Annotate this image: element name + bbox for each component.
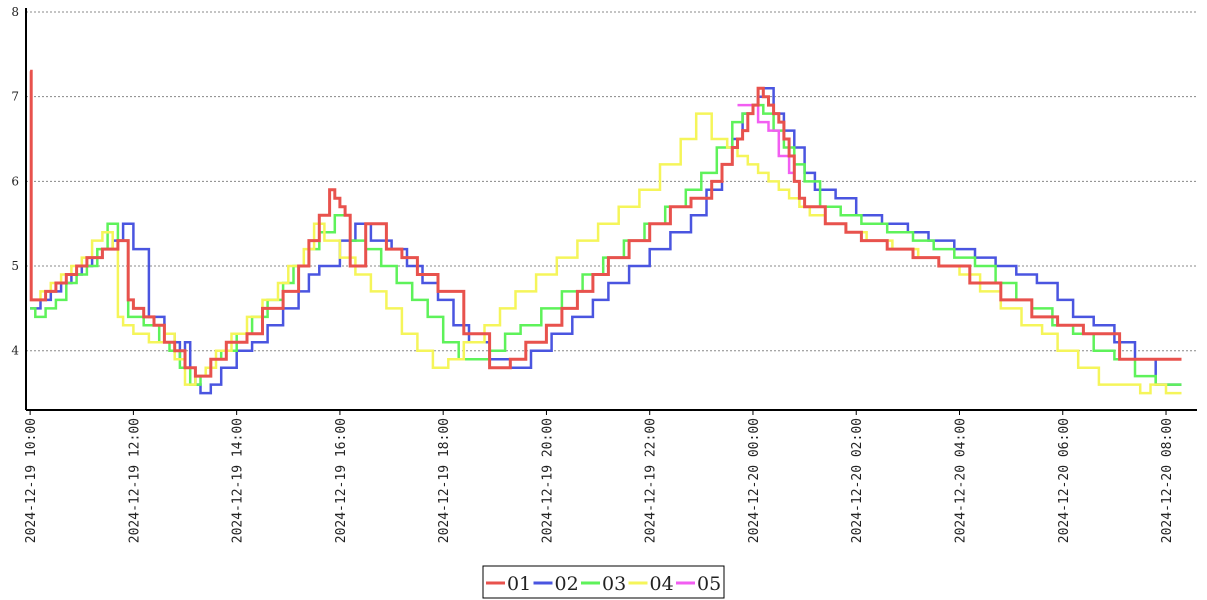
series-line-05	[737, 103, 796, 182]
x-tick-label: 2024-12-19 18:00	[437, 418, 452, 543]
x-tick-label: 2024-12-20 08:00	[1160, 418, 1175, 543]
y-tick-labels: 4 5 6 7 8	[11, 5, 19, 358]
x-tick-label: 2024-12-19 14:00	[231, 418, 246, 543]
legend-label-04: 04	[650, 573, 674, 595]
x-tick-label: 2024-12-19 20:00	[540, 418, 555, 543]
y-tick-label: 6	[11, 174, 19, 188]
x-tick-label: 2024-12-19 12:00	[127, 418, 142, 543]
gridlines	[26, 11, 1197, 352]
x-tick-label: 2024-12-19 22:00	[644, 418, 659, 543]
legend-label-01: 01	[507, 573, 531, 595]
x-tick-label: 2024-12-20 06:00	[1057, 418, 1072, 543]
x-tick-label: 2024-12-20 02:00	[850, 418, 865, 543]
x-tick-label: 2024-12-20 04:00	[953, 418, 968, 543]
series-line-02	[30, 86, 1182, 395]
series-line-01	[29, 69, 1182, 378]
y-tick-label: 5	[11, 259, 19, 273]
y-tick-label: 8	[11, 5, 19, 19]
x-tick-label: 2024-12-19 10:00	[24, 418, 39, 543]
legend-label-02: 02	[555, 573, 579, 595]
series-lines	[29, 69, 1182, 395]
axes	[25, 8, 1197, 411]
x-tick-label: 2024-12-19 16:00	[334, 418, 349, 543]
legend-label-05: 05	[697, 573, 721, 595]
legend: 01 02 03 04 05	[482, 565, 725, 599]
y-tick-label: 4	[11, 344, 19, 358]
series-line-03	[30, 103, 1182, 386]
y-tick-label: 7	[11, 90, 19, 104]
legend-label-03: 03	[602, 573, 626, 595]
x-tick-labels: 2024-12-19 10:00 2024-12-19 12:00 2024-12-…	[24, 410, 1175, 543]
x-tick-label: 2024-12-20 00:00	[747, 418, 762, 543]
